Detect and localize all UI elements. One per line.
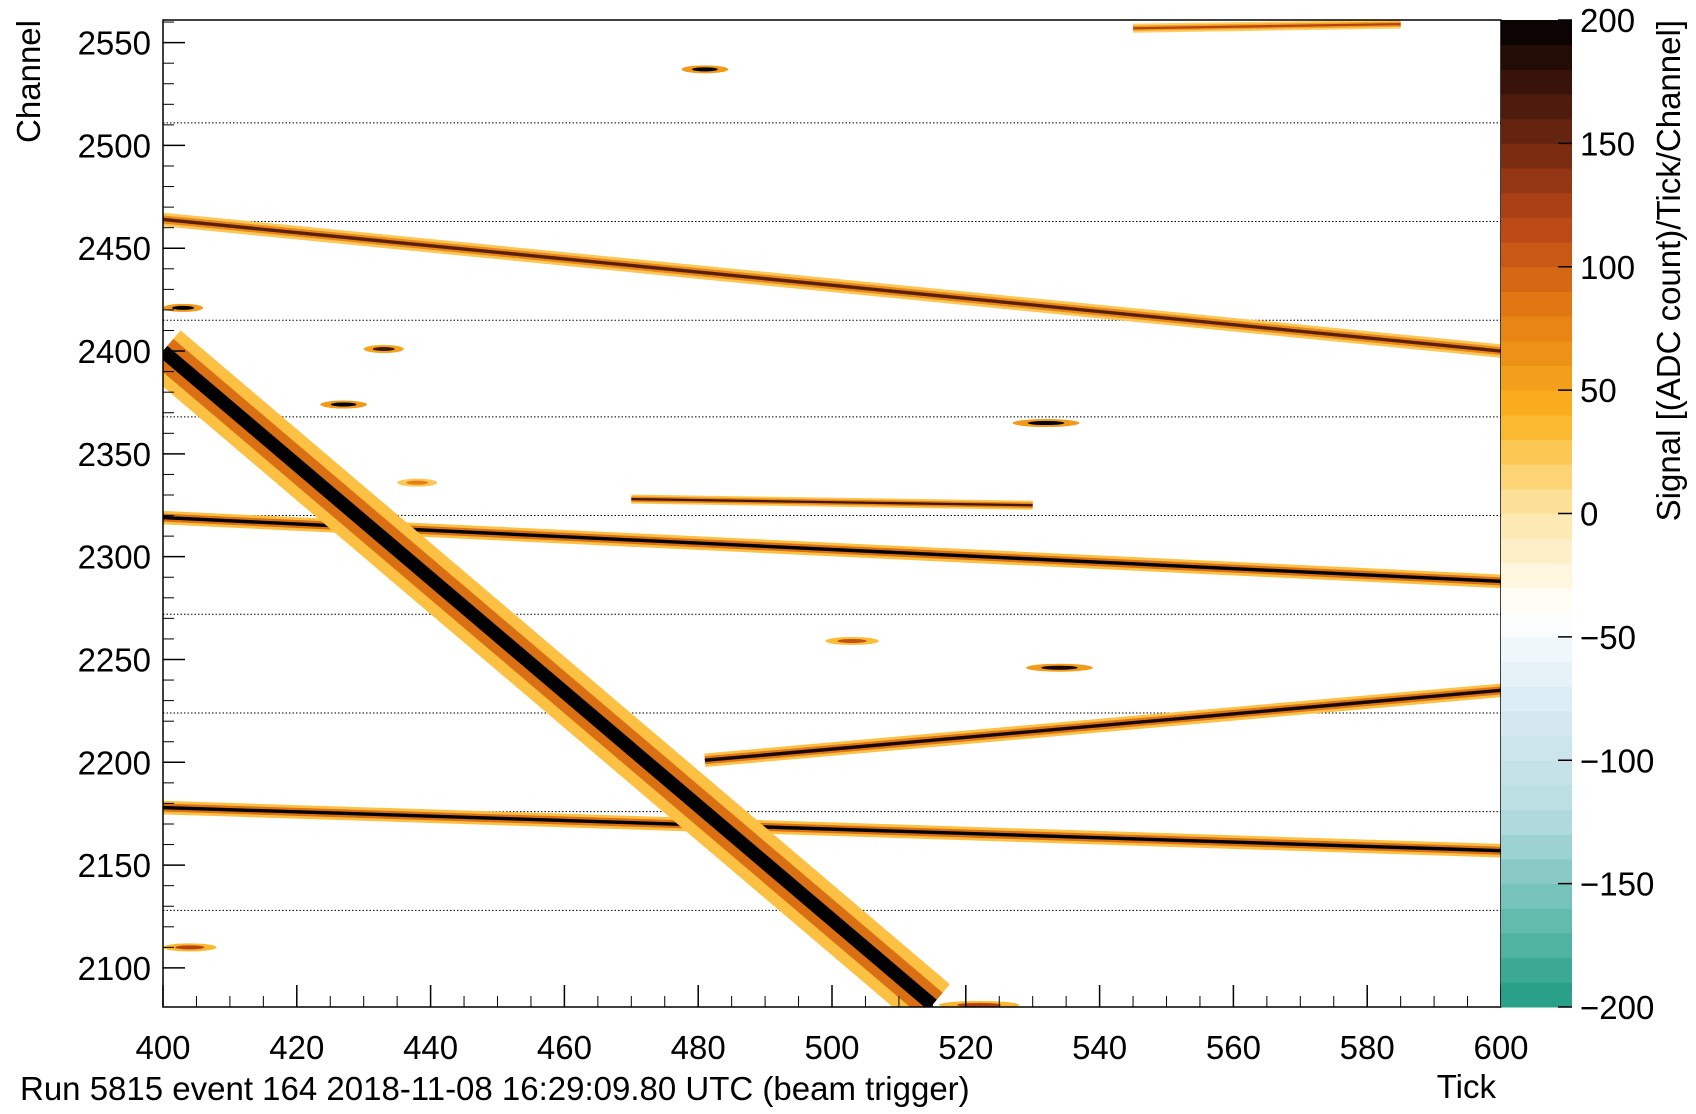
track-core — [704, 688, 1501, 762]
y-tick-label: 2400 — [78, 333, 151, 370]
y-tick-label: 2150 — [78, 847, 151, 884]
colorbar-step — [1501, 94, 1572, 120]
colorbar-step — [1501, 118, 1572, 144]
colorbar-step — [1501, 784, 1572, 811]
y-tick-label: 2550 — [78, 25, 151, 62]
marks — [163, 20, 1501, 1007]
colorbar-step — [1501, 957, 1572, 983]
y-tick-label: 2450 — [78, 230, 151, 267]
colorbar-step — [1501, 636, 1572, 663]
colorbar-step — [1501, 390, 1572, 416]
y-tick-label: 2500 — [78, 127, 151, 164]
y-tick-label: 2200 — [78, 744, 151, 781]
hit — [1041, 665, 1078, 670]
hit — [406, 480, 429, 485]
hit — [330, 402, 357, 407]
colorbar-step — [1501, 168, 1572, 194]
colorbar-step — [1501, 908, 1572, 934]
x-tick-label: 560 — [1206, 1029, 1261, 1066]
z-axis-title: Signal [(ADC count)/Tick/Channel] — [1650, 20, 1687, 521]
z-tick-label: −100 — [1580, 742, 1654, 779]
colorbar-step — [1501, 488, 1572, 514]
colorbar-step — [1501, 809, 1572, 835]
track-core — [631, 497, 1033, 507]
colorbar-step — [1501, 439, 1572, 465]
z-tick-label: −200 — [1580, 989, 1654, 1026]
hit — [172, 305, 195, 310]
colorbar-step — [1501, 291, 1572, 317]
colorbar-step — [1501, 760, 1572, 786]
z-tick-label: 0 — [1580, 496, 1598, 533]
colorbar-step — [1501, 834, 1572, 860]
y-tick-label: 2300 — [78, 539, 151, 576]
colorbar-step — [1501, 143, 1572, 169]
colorbar-step — [1501, 464, 1572, 490]
y-tick-label: 2350 — [78, 436, 151, 473]
z-tick-label: 50 — [1580, 372, 1617, 409]
colorbar-step — [1501, 932, 1572, 959]
colorbar-step — [1501, 686, 1572, 712]
x-tick-label: 540 — [1072, 1029, 1127, 1066]
colorbar-step — [1501, 340, 1572, 366]
colorbar-step — [1501, 883, 1572, 909]
x-tick-label: 460 — [537, 1029, 592, 1066]
colorbar-step — [1501, 982, 1572, 1008]
hit — [837, 638, 867, 643]
z-tick-label: 100 — [1580, 249, 1635, 286]
colorbar-step — [1501, 20, 1572, 46]
hit — [692, 67, 718, 72]
plot-area — [163, 20, 1501, 1007]
colorbar-step — [1501, 587, 1572, 613]
x-tick-label: 520 — [938, 1029, 993, 1066]
colorbar-step — [1501, 612, 1572, 638]
y-axis-title: Channel — [10, 20, 47, 143]
track-core — [163, 217, 1501, 353]
hit — [372, 347, 395, 351]
colorbar-step — [1501, 44, 1572, 70]
colorbar-step — [1501, 242, 1572, 268]
z-tick-label: −150 — [1580, 866, 1654, 903]
colorbar-step — [1501, 513, 1572, 539]
z-tick-label: 150 — [1580, 125, 1635, 162]
colorbar-step — [1501, 538, 1572, 564]
y-tick-label: 2100 — [78, 950, 151, 987]
colorbar-step — [1501, 661, 1572, 687]
colorbar-step — [1501, 858, 1572, 885]
x-tick-label: 480 — [671, 1029, 726, 1066]
colorbar-step — [1501, 266, 1572, 292]
x-tick-label: 400 — [135, 1029, 190, 1066]
hit — [1027, 421, 1065, 426]
x-tick-label: 500 — [804, 1029, 859, 1066]
track-core — [163, 805, 1501, 853]
footer: Run 5815 event 164 2018-11-08 16:29:09.8… — [20, 1070, 970, 1107]
colorbar-step — [1501, 365, 1572, 391]
x-tick-label: 600 — [1473, 1029, 1528, 1066]
x-tick-label: 440 — [403, 1029, 458, 1066]
colorbar-step — [1501, 316, 1572, 342]
colorbar-step — [1501, 192, 1572, 218]
hit — [175, 945, 205, 950]
x-axis-title: Tick — [1437, 1068, 1497, 1105]
z-tick-label: 200 — [1580, 2, 1635, 39]
x-tick-label: 580 — [1340, 1029, 1395, 1066]
colorbar-step — [1501, 414, 1572, 440]
x-tick-label: 420 — [269, 1029, 324, 1066]
colorbar-step — [1501, 69, 1572, 95]
track-core — [1133, 22, 1401, 30]
hit — [957, 1002, 1002, 1007]
colorbar-step — [1501, 735, 1572, 761]
colorbar-step — [1501, 710, 1572, 737]
y-tick-label: 2250 — [78, 641, 151, 678]
colorbar-step — [1501, 217, 1572, 243]
track-core — [163, 345, 937, 1007]
colorbar-step — [1501, 562, 1572, 589]
z-tick-label: −50 — [1580, 619, 1636, 656]
